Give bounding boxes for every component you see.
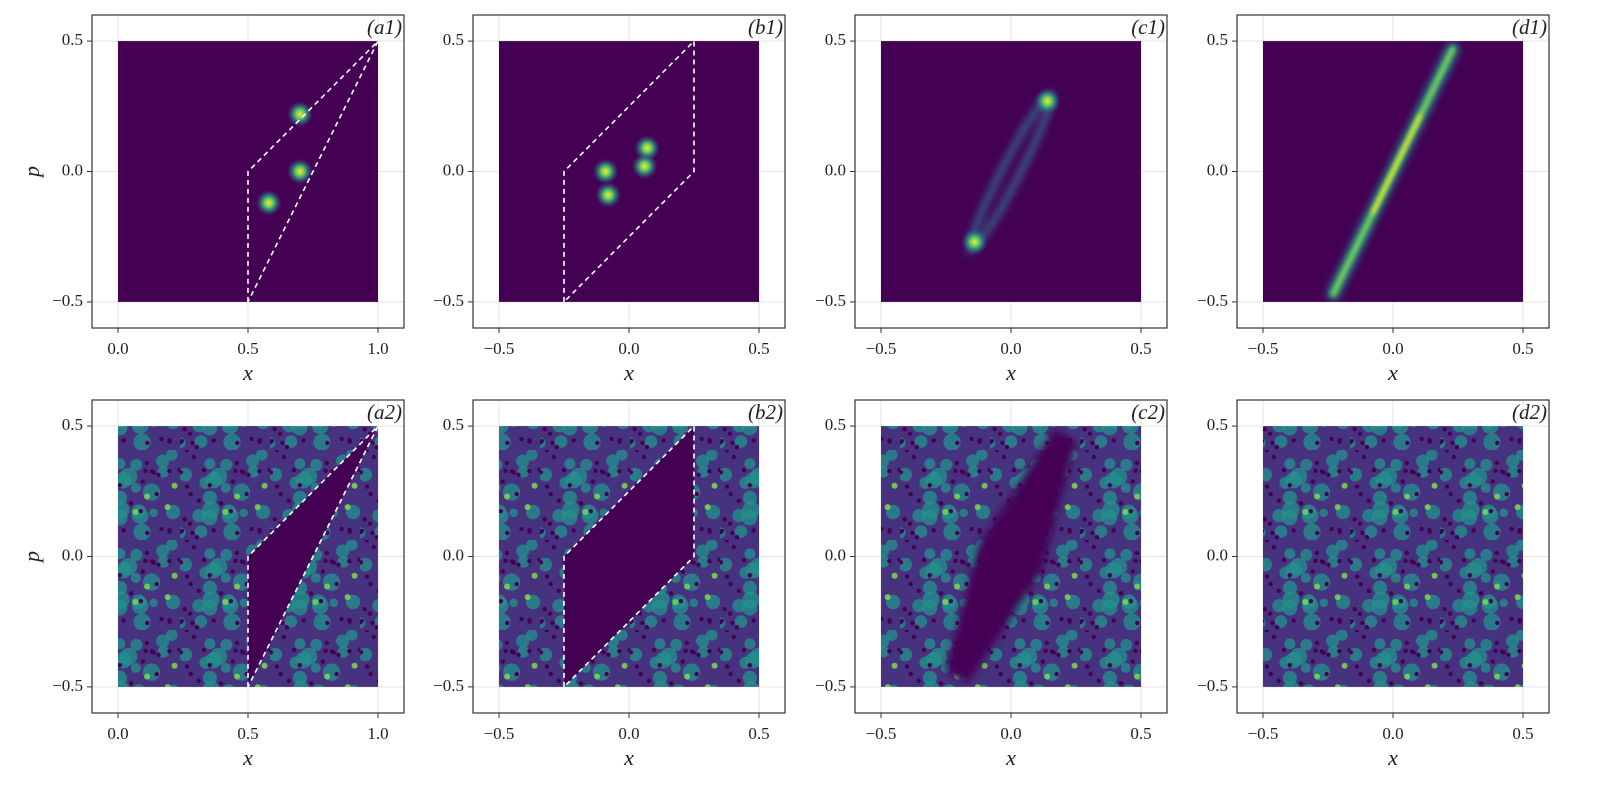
x-tick-label: 0.5 bbox=[237, 339, 258, 358]
panel: 0.0 0.5 1.0 −0.5 0.0 0.5 x p (a2) bbox=[19, 399, 405, 770]
y-tick-label: 0.0 bbox=[62, 545, 83, 564]
x-tick-label: 0.0 bbox=[1000, 339, 1021, 358]
y-tick-label: −0.5 bbox=[52, 291, 83, 310]
y-axis-label: p bbox=[19, 551, 44, 564]
x-tick-label: 0.5 bbox=[748, 339, 769, 358]
curve-peak bbox=[1331, 48, 1455, 295]
x-axis-label: x bbox=[242, 745, 253, 770]
heatmap-image bbox=[1263, 426, 1523, 687]
x-tick-label: 0.5 bbox=[748, 724, 769, 743]
y-tick-label: 0.0 bbox=[1207, 545, 1228, 564]
heatmap-image bbox=[881, 41, 1141, 302]
x-axis-label: x bbox=[1387, 360, 1398, 385]
x-tick-label: 0.0 bbox=[107, 339, 128, 358]
peak bbox=[287, 158, 313, 185]
x-axis-label: x bbox=[1005, 360, 1016, 385]
y-tick-label: 0.5 bbox=[825, 30, 846, 49]
peak bbox=[595, 181, 622, 208]
panel-tag: (a2) bbox=[367, 400, 402, 424]
heatmap-content bbox=[946, 428, 1076, 685]
y-tick-label: −0.5 bbox=[433, 291, 464, 310]
y-tick-label: 0.5 bbox=[1207, 415, 1228, 434]
heatmap-content bbox=[592, 135, 661, 208]
heatmap-content bbox=[961, 88, 1061, 257]
x-tick-label: −0.5 bbox=[866, 724, 897, 743]
peak bbox=[1034, 88, 1061, 115]
y-tick-label: −0.5 bbox=[1197, 676, 1228, 695]
y-tick-label: 0.0 bbox=[1207, 160, 1228, 179]
peak bbox=[631, 153, 658, 180]
x-tick-label: −0.5 bbox=[484, 724, 515, 743]
region bbox=[946, 428, 1076, 685]
panel-tag: (c1) bbox=[1131, 15, 1165, 39]
y-tick-label: 0.5 bbox=[62, 30, 83, 49]
x-tick-label: 0.0 bbox=[1000, 724, 1021, 743]
heatmap-content bbox=[255, 101, 313, 216]
panel: 0.0 0.5 1.0 −0.5 0.0 0.5 x p (a1) bbox=[19, 14, 405, 385]
peak bbox=[592, 158, 619, 185]
panel: −0.5 0.0 0.5 −0.5 0.0 0.5 x (c1) bbox=[815, 14, 1168, 385]
y-tick-label: −0.5 bbox=[815, 676, 846, 695]
x-tick-label: 0.0 bbox=[1382, 724, 1403, 743]
y-tick-label: −0.5 bbox=[1197, 291, 1228, 310]
peak bbox=[287, 101, 313, 128]
x-tick-label: 1.0 bbox=[367, 724, 388, 743]
x-tick-label: −0.5 bbox=[866, 339, 897, 358]
x-tick-label: 0.5 bbox=[1512, 724, 1533, 743]
panel-tag: (b1) bbox=[748, 15, 783, 39]
panel-tag: (d2) bbox=[1512, 400, 1547, 424]
y-tick-label: 0.5 bbox=[825, 415, 846, 434]
x-axis-label: x bbox=[623, 360, 634, 385]
y-tick-label: 0.0 bbox=[443, 545, 464, 564]
x-tick-label: 0.0 bbox=[107, 724, 128, 743]
x-tick-label: 1.0 bbox=[367, 339, 388, 358]
y-tick-label: −0.5 bbox=[815, 291, 846, 310]
heatmap-content bbox=[1327, 42, 1459, 301]
y-tick-label: 0.5 bbox=[1207, 30, 1228, 49]
x-axis-label: x bbox=[1005, 745, 1016, 770]
panel: −0.5 0.0 0.5 −0.5 0.0 0.5 x (c2) bbox=[815, 399, 1168, 770]
panel: −0.5 0.0 0.5 −0.5 0.0 0.5 x (b2) bbox=[433, 399, 786, 770]
x-axis-label: x bbox=[242, 360, 253, 385]
y-tick-label: 0.5 bbox=[443, 415, 464, 434]
x-tick-label: 0.0 bbox=[618, 724, 639, 743]
panel-tag: (b2) bbox=[748, 400, 783, 424]
y-tick-label: 0.0 bbox=[825, 160, 846, 179]
x-tick-label: 0.5 bbox=[237, 724, 258, 743]
panel: −0.5 0.0 0.5 −0.5 0.0 0.5 x (b1) bbox=[433, 14, 786, 385]
y-tick-label: −0.5 bbox=[52, 676, 83, 695]
x-axis-label: x bbox=[1387, 745, 1398, 770]
x-tick-label: −0.5 bbox=[1248, 339, 1279, 358]
x-tick-label: 0.5 bbox=[1130, 724, 1151, 743]
y-tick-label: 0.5 bbox=[443, 30, 464, 49]
panel-tag: (c2) bbox=[1131, 400, 1165, 424]
y-tick-label: 0.0 bbox=[825, 545, 846, 564]
panel-tag: (a1) bbox=[367, 15, 402, 39]
x-tick-label: 0.5 bbox=[1512, 339, 1533, 358]
region bbox=[247, 425, 379, 688]
y-axis-label: p bbox=[19, 166, 44, 179]
y-tick-label: 0.0 bbox=[62, 160, 83, 179]
y-tick-label: −0.5 bbox=[433, 676, 464, 695]
x-tick-label: −0.5 bbox=[1248, 724, 1279, 743]
panel: −0.5 0.0 0.5 −0.5 0.0 0.5 x (d2) bbox=[1197, 399, 1550, 770]
region bbox=[247, 40, 379, 303]
peak bbox=[961, 228, 988, 255]
x-tick-label: 0.0 bbox=[618, 339, 639, 358]
region bbox=[563, 39, 695, 304]
x-axis-label: x bbox=[623, 745, 634, 770]
panel: −0.5 0.0 0.5 −0.5 0.0 0.5 x (d1) bbox=[1197, 14, 1550, 385]
y-tick-label: 0.5 bbox=[62, 415, 83, 434]
y-tick-label: 0.0 bbox=[443, 160, 464, 179]
x-tick-label: −0.5 bbox=[484, 339, 515, 358]
x-tick-label: 0.5 bbox=[1130, 339, 1151, 358]
heatmap-image bbox=[499, 41, 759, 302]
region bbox=[563, 424, 695, 689]
panel-tag: (d1) bbox=[1512, 15, 1547, 39]
x-tick-label: 0.0 bbox=[1382, 339, 1403, 358]
peak bbox=[255, 189, 282, 216]
